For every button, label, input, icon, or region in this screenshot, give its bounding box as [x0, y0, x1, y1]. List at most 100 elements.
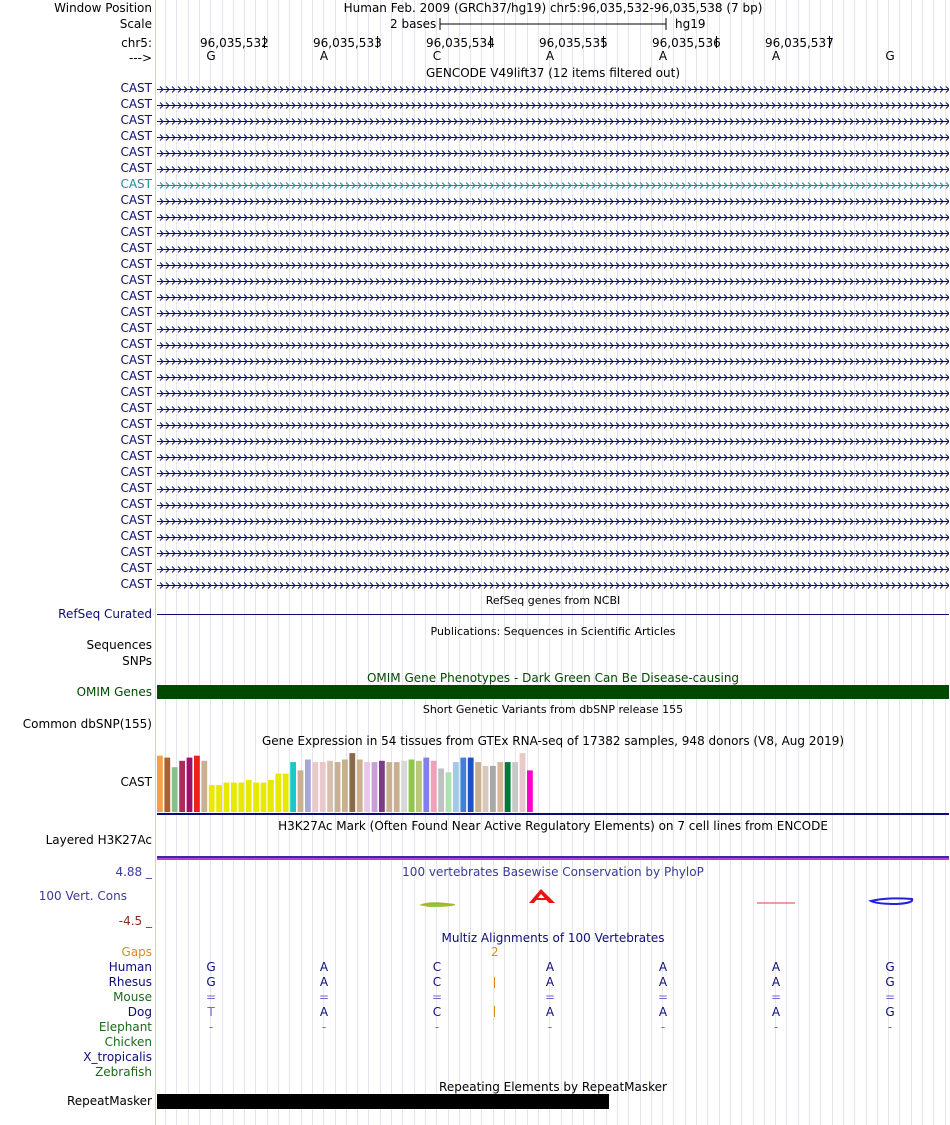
gencode-transcript[interactable] — [157, 516, 950, 527]
gencode-item-label[interactable]: CAST — [120, 465, 152, 479]
species-label[interactable]: Mouse — [113, 990, 152, 1004]
gtex-bar[interactable] — [260, 782, 267, 812]
gtex-bar[interactable] — [497, 762, 504, 812]
gencode-transcript[interactable] — [157, 292, 950, 303]
phylop-label[interactable]: 100 Vert. Cons — [38, 889, 127, 903]
gencode-transcript[interactable] — [157, 500, 950, 511]
gencode-transcript[interactable] — [157, 100, 950, 111]
gencode-item-label[interactable]: CAST — [120, 305, 152, 319]
gencode-item-label[interactable]: CAST — [120, 81, 152, 95]
species-label[interactable]: X_tropicalis — [83, 1050, 152, 1064]
gtex-bar[interactable] — [490, 765, 496, 812]
gtex-bar[interactable] — [408, 759, 415, 812]
species-label[interactable]: Elephant — [98, 1020, 152, 1034]
gtex-label[interactable]: CAST — [120, 775, 152, 789]
gencode-item-label[interactable]: CAST — [120, 545, 152, 559]
gtex-bar[interactable] — [164, 757, 171, 812]
gtex-bar[interactable] — [482, 765, 489, 812]
gtex-bar[interactable] — [334, 762, 341, 812]
gtex-bar[interactable] — [223, 782, 230, 812]
gencode-transcript[interactable] — [157, 308, 950, 319]
gencode-item-label[interactable]: CAST — [120, 417, 152, 431]
window-position-value[interactable]: Human Feb. 2009 (GRCh37/hg19) chr5:96,03… — [343, 1, 763, 15]
gencode-item-label[interactable]: CAST — [120, 177, 152, 191]
gencode-item-label[interactable]: CAST — [120, 161, 152, 175]
gtex-bar-chart[interactable] — [157, 748, 557, 814]
gencode-item-label[interactable]: CAST — [120, 561, 152, 575]
snps-label[interactable]: SNPs — [122, 654, 152, 668]
gencode-transcript[interactable] — [157, 260, 950, 271]
gtex-bar[interactable] — [208, 785, 215, 812]
gtex-bar[interactable] — [393, 762, 400, 812]
publications-label[interactable]: Sequences — [86, 638, 152, 652]
gencode-transcript[interactable] — [157, 212, 950, 223]
gencode-item-label[interactable]: CAST — [120, 289, 152, 303]
h3k27ac-label[interactable]: Layered H3K27Ac — [45, 833, 152, 847]
gtex-bar[interactable] — [327, 760, 333, 812]
gtex-bar[interactable] — [275, 773, 282, 812]
gtex-bar[interactable] — [216, 785, 222, 812]
species-label[interactable]: Rhesus — [108, 975, 152, 989]
omim-bar[interactable] — [157, 685, 949, 699]
gtex-bar[interactable] — [371, 762, 378, 812]
gtex-bar[interactable] — [319, 762, 326, 812]
species-label[interactable]: Dog — [127, 1005, 152, 1019]
gtex-bar[interactable] — [312, 762, 319, 812]
gencode-transcript[interactable] — [157, 196, 950, 207]
gencode-transcript[interactable] — [157, 548, 950, 559]
gtex-bar[interactable] — [438, 768, 444, 812]
gencode-item-label[interactable]: CAST — [120, 193, 152, 207]
gencode-item-label[interactable]: CAST — [120, 209, 152, 223]
gencode-item-label[interactable]: CAST — [120, 321, 152, 335]
gtex-bar[interactable] — [342, 759, 348, 812]
gencode-item-label[interactable]: CAST — [120, 241, 152, 255]
gencode-transcript[interactable] — [157, 436, 950, 447]
gencode-item-label[interactable]: CAST — [120, 129, 152, 143]
gencode-item-label[interactable]: CAST — [120, 353, 152, 367]
gtex-bar[interactable] — [423, 757, 430, 812]
gencode-item-label[interactable]: CAST — [120, 481, 152, 495]
gencode-transcript[interactable] — [157, 164, 950, 175]
gtex-bar[interactable] — [512, 762, 518, 812]
species-label[interactable]: Human — [108, 960, 152, 974]
gencode-transcript[interactable] — [157, 148, 950, 159]
gtex-bar[interactable] — [297, 770, 304, 812]
gtex-bar[interactable] — [245, 780, 252, 812]
gencode-transcript[interactable] — [157, 324, 950, 335]
gencode-transcript[interactable] — [157, 116, 950, 127]
gencode-transcript[interactable] — [157, 564, 950, 575]
gtex-bar[interactable] — [467, 757, 474, 812]
gtex-bar[interactable] — [305, 759, 311, 812]
gtex-bar[interactable] — [282, 773, 289, 812]
gtex-bar[interactable] — [504, 762, 511, 812]
gtex-bar[interactable] — [349, 753, 356, 812]
gencode-transcript[interactable] — [157, 468, 950, 479]
gencode-transcript[interactable] — [157, 404, 950, 415]
gtex-bar[interactable] — [475, 762, 481, 812]
gencode-item-label[interactable]: CAST — [120, 433, 152, 447]
gencode-transcript[interactable] — [157, 84, 950, 95]
gencode-transcript[interactable] — [157, 244, 950, 255]
refseq-label[interactable]: RefSeq Curated — [58, 607, 152, 621]
phylop-logo[interactable] — [157, 880, 949, 920]
gtex-bar[interactable] — [364, 762, 370, 812]
gencode-transcript[interactable] — [157, 452, 950, 463]
omim-label[interactable]: OMIM Genes — [76, 685, 152, 699]
species-label[interactable]: Zebrafish — [95, 1065, 152, 1079]
gtex-bar[interactable] — [201, 760, 208, 812]
gtex-bar[interactable] — [186, 757, 193, 812]
gtex-bar[interactable] — [460, 757, 467, 812]
repeatmasker-label[interactable]: RepeatMasker — [66, 1094, 152, 1108]
gencode-transcript[interactable] — [157, 132, 950, 143]
gencode-item-label[interactable]: CAST — [120, 401, 152, 415]
gencode-item-label[interactable]: CAST — [120, 257, 152, 271]
gtex-bar[interactable] — [401, 760, 407, 812]
repeatmasker-block[interactable] — [157, 1094, 609, 1109]
gtex-bar[interactable] — [386, 762, 393, 812]
gencode-item-label[interactable]: CAST — [120, 529, 152, 543]
gencode-item-label[interactable]: CAST — [120, 145, 152, 159]
gencode-item-label[interactable]: CAST — [120, 337, 152, 351]
gencode-transcript[interactable] — [157, 356, 950, 367]
gtex-bar[interactable] — [231, 782, 237, 812]
gencode-transcript[interactable] — [157, 228, 950, 239]
